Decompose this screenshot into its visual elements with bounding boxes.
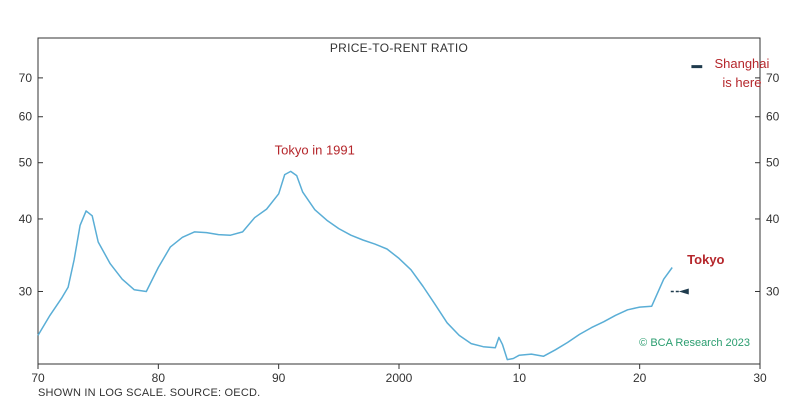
annotation-layer: Tokyo in 1991 Tokyo Shanghai is here [275, 56, 770, 267]
tokyo-arrow-head [678, 288, 689, 295]
y-tick-label-left: 70 [19, 71, 33, 85]
x-tick-label: 80 [152, 371, 166, 385]
y-axis-left: 30 40 50 60 70 [19, 71, 43, 298]
series-layer [37, 65, 703, 361]
credit-text: © BCA Research 2023 [639, 337, 750, 349]
chart-title: PRICE-TO-RENT RATIO [330, 41, 468, 55]
y-tick-label-left: 60 [19, 110, 33, 124]
annotation-label: is here [722, 75, 761, 90]
y-tick-label-right: 60 [766, 110, 780, 124]
annotation-label: Tokyo [687, 252, 724, 267]
plot-border [37, 37, 761, 365]
y-tick-label-left: 30 [19, 284, 33, 298]
x-tick-label: 2000 [386, 371, 413, 385]
y-tick-label-left: 50 [19, 156, 33, 170]
y-tick-label-right: 40 [766, 212, 780, 226]
annotation-label: Tokyo in 1991 [275, 142, 355, 157]
footnote: SHOWN IN LOG SCALE. SOURCE: OECD. [38, 387, 260, 399]
x-axis: 70 80 90 2000 10 20 30 [31, 364, 767, 385]
x-tick-label: 20 [633, 371, 647, 385]
y-axis-right: 30 40 50 60 70 [755, 71, 780, 298]
x-tick-label: 30 [753, 371, 767, 385]
annotation-label: Shanghai [714, 56, 769, 71]
y-tick-label-right: 30 [766, 284, 780, 298]
y-tick-label-left: 40 [19, 212, 33, 226]
y-tick-label-right: 70 [766, 71, 780, 85]
x-tick-label: 10 [513, 371, 527, 385]
x-tick-label: 90 [272, 371, 286, 385]
series-line-tokyo [37, 170, 673, 361]
plot-frame [37, 37, 761, 365]
x-tick-label: 70 [31, 371, 45, 385]
y-tick-label-right: 50 [766, 156, 780, 170]
